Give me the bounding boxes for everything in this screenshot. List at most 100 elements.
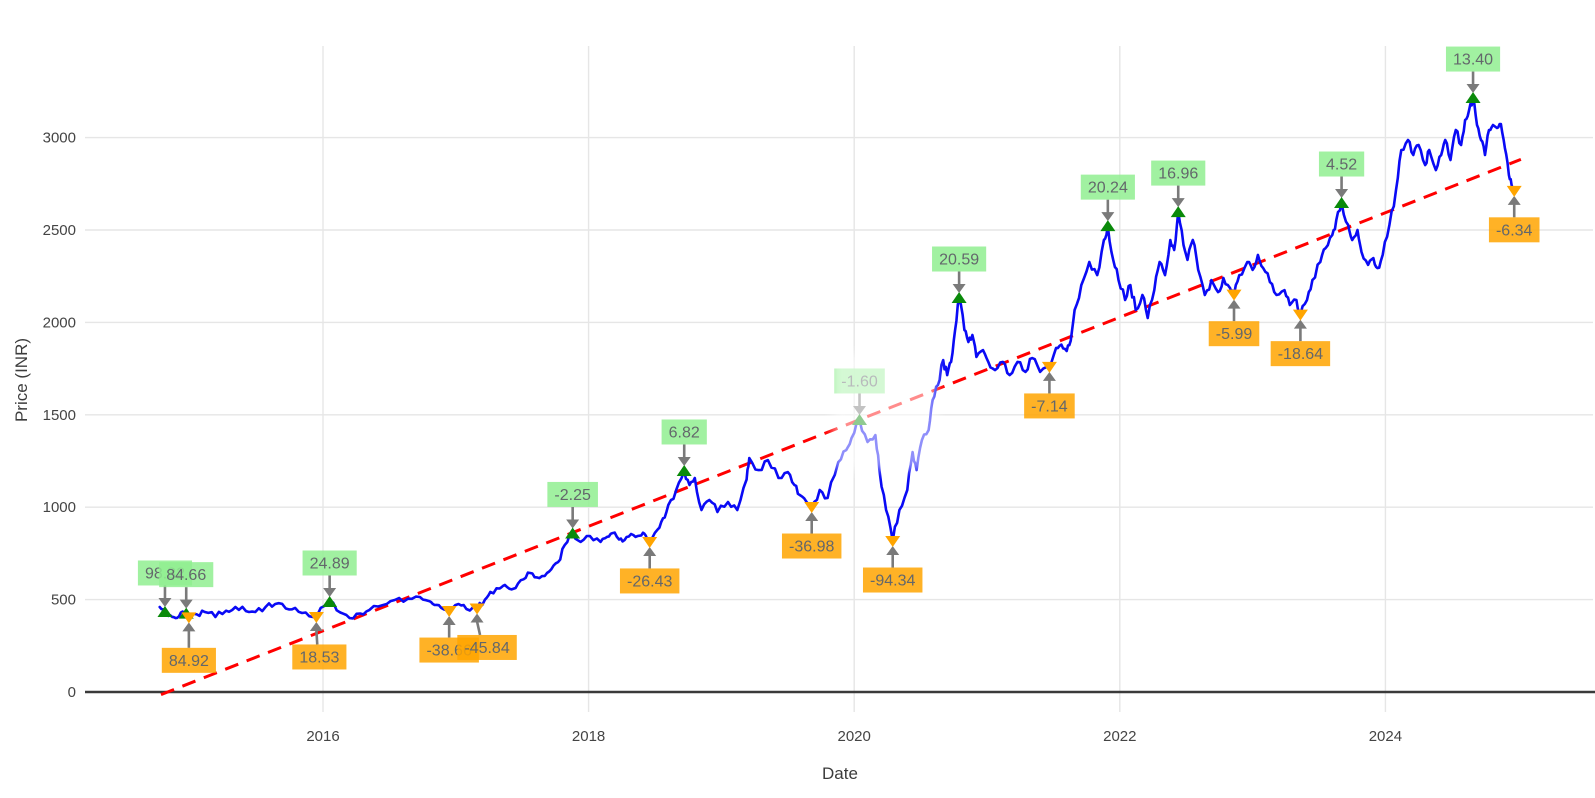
annotation-arrowhead [1466, 84, 1480, 94]
trough-marker-icon [804, 502, 820, 514]
annotation-arrowhead [952, 284, 966, 294]
annotation-arrowhead [566, 519, 580, 529]
annotation-trough: -5.99 [1208, 289, 1260, 347]
annotation-peak: 20.24 [1080, 174, 1135, 232]
annotation-label: 13.40 [1445, 46, 1501, 72]
annotation-label: 20.24 [1080, 174, 1135, 200]
x-tick-label: 2018 [572, 728, 605, 745]
annotation-value: 84.66 [166, 567, 206, 584]
annotation-arrowhead [323, 588, 337, 598]
trendline [160, 158, 1522, 696]
trough-marker-icon [1292, 309, 1308, 321]
annotation-value: -5.99 [1216, 326, 1253, 343]
annotation-label-box [932, 246, 987, 272]
annotation-arrowhead [643, 546, 657, 556]
annotation-label: 84.92 [161, 647, 216, 673]
trough-marker-icon [1041, 361, 1057, 373]
annotation-label: -26.43 [619, 568, 680, 594]
x-tick-label: 2020 [838, 728, 871, 745]
annotation-value: -2.25 [554, 487, 591, 504]
annotation-label-box [1151, 160, 1206, 186]
annotation-value: -94.34 [870, 573, 915, 590]
annotation-label: 20.59 [932, 246, 987, 272]
annotation-arrowhead [182, 622, 196, 632]
annotation-label: -6.34 [1488, 217, 1540, 243]
y-tick-label: 500 [51, 592, 76, 609]
trough-marker-icon [181, 612, 197, 624]
y-axis-title: Price (INR) [12, 338, 31, 422]
annotation-label: 16.96 [1151, 160, 1206, 186]
x-tick-label: 2022 [1103, 728, 1136, 745]
annotation-value: 20.24 [1088, 180, 1128, 197]
annotation-label-box [457, 634, 517, 660]
y-tick-label: 1500 [43, 407, 76, 424]
y-tick-label: 2500 [43, 222, 76, 239]
annotation-arrowhead [805, 512, 819, 522]
trough-marker-icon [642, 536, 658, 548]
annotation-arrowhead [309, 621, 323, 631]
trough-marker-icon [1506, 185, 1522, 197]
annotation-value: 6.82 [669, 424, 700, 441]
annotation-arrowhead [677, 456, 691, 466]
annotation-value: 20.59 [939, 252, 979, 269]
annotation-value: -18.64 [1278, 346, 1323, 363]
peak-marker-icon [1334, 197, 1350, 209]
annotation-label-box [1318, 151, 1365, 177]
annotation-label: -36.98 [781, 533, 842, 559]
annotation-value: 13.40 [1453, 52, 1493, 69]
annotation-arrowhead [1507, 195, 1521, 205]
annotation-label: -7.14 [1024, 393, 1075, 419]
annotation-value: 84.92 [169, 653, 209, 670]
y-tick-label: 3000 [43, 130, 76, 147]
peak-marker-icon [676, 464, 692, 476]
annotation-arrowhead [1227, 299, 1241, 309]
annotation-peak: 4.52 [1318, 151, 1365, 209]
annotation-peak: 20.59 [932, 246, 987, 304]
annotation-value: -26.43 [627, 573, 672, 590]
y-tick-label: 0 [68, 684, 76, 701]
annotation-label: -45.84 [457, 634, 517, 660]
annotation-label-box [862, 567, 923, 593]
annotation-label: 18.53 [292, 644, 347, 670]
annotation-trough: -18.64 [1270, 309, 1331, 367]
peak-marker-icon [565, 527, 581, 539]
annotation-label: -94.34 [862, 567, 923, 593]
annotation-trough: -26.43 [619, 536, 680, 594]
annotation-value: 4.52 [1326, 157, 1357, 174]
peak-marker-icon [951, 292, 967, 304]
x-tick-label: 2024 [1369, 728, 1402, 745]
y-tick-label: 2000 [43, 314, 76, 331]
faded-watermark-overlay [833, 354, 937, 470]
annotation-value: -7.14 [1031, 398, 1068, 415]
annotation-label: -5.99 [1208, 321, 1260, 347]
annotation-arrowhead [1171, 198, 1185, 208]
y-axis-tick-labels: 0 500 1000 1500 2000 2500 3000 [43, 130, 76, 701]
peak-marker-icon [1465, 92, 1481, 104]
annotation-label: 6.82 [661, 419, 707, 445]
annotation-value: 16.96 [1158, 166, 1198, 183]
x-tick-label: 2016 [306, 728, 339, 745]
annotation-peak: 13.40 [1445, 46, 1501, 104]
annotation-arrowhead [1335, 189, 1349, 199]
peak-marker-icon [322, 596, 338, 608]
annotation-label: -18.64 [1270, 341, 1331, 367]
annotation-arrowhead [1293, 319, 1307, 329]
y-tick-label: 1000 [43, 499, 76, 516]
trough-marker-icon [469, 603, 485, 615]
annotation-label: 4.52 [1318, 151, 1365, 177]
annotation-label-box [547, 481, 598, 507]
peak-marker-icon [1100, 220, 1116, 232]
annotation-trough: -36.98 [781, 502, 842, 559]
annotation-trough: -94.34 [862, 536, 923, 593]
trough-marker-icon [885, 536, 901, 548]
peak-marker-icon [1170, 206, 1186, 218]
annotation-label: 24.89 [302, 550, 357, 576]
x-axis-tick-labels: 2016 2018 2020 2022 2024 [306, 728, 1402, 745]
annotation-value: -6.34 [1496, 222, 1533, 239]
annotation-trough: 84.92 [161, 612, 216, 673]
annotation-label-box [292, 644, 347, 670]
annotation-value: 18.53 [299, 649, 339, 666]
annotation-label-box [1270, 341, 1331, 367]
